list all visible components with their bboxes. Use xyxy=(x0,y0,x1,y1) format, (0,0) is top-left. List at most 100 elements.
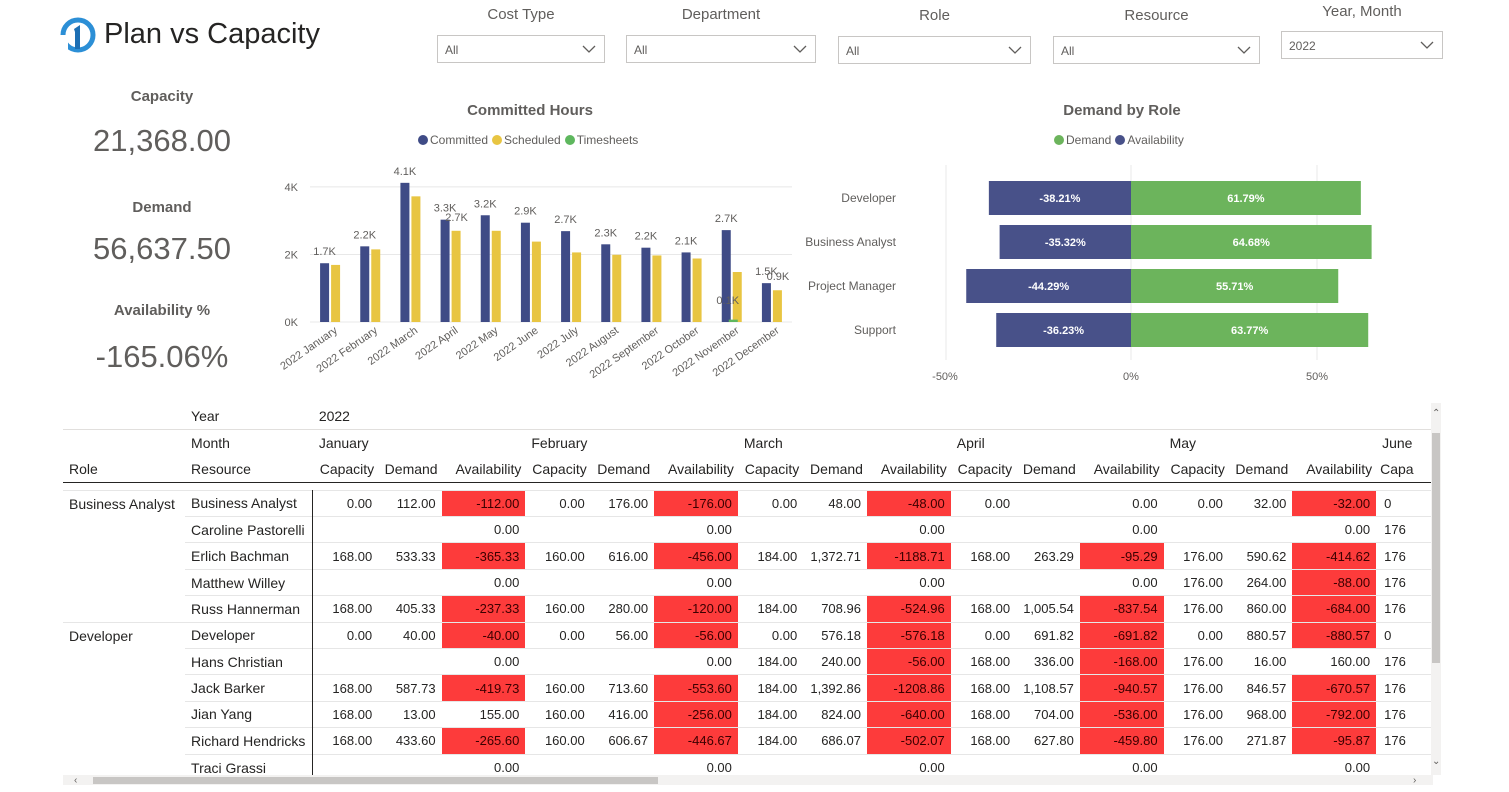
table-row[interactable]: Developer Developer 0.00 40.00 -40.00 0.00 56.… xyxy=(63,621,1433,649)
table-row[interactable]: Richard Hendricks 168.00 433.60 -265.60 160.… xyxy=(63,727,1433,755)
committed-hours-title: Committed Hours xyxy=(467,102,593,119)
availability-cell: 0.00 xyxy=(654,648,738,675)
bar-data-label: 0.1K xyxy=(716,295,739,307)
measure-header[interactable]: Availability xyxy=(1292,455,1377,483)
measure-header[interactable]: Demand xyxy=(803,455,867,483)
table-row[interactable]: Caroline Pastorelli 0.00 0.00 0.00 0.00 0.00 1… xyxy=(63,516,1433,543)
y-tick-label: 0K xyxy=(285,317,299,329)
month-header[interactable]: April xyxy=(956,434,985,451)
committed-hours-legend: Committed Scheduled Timesheets xyxy=(418,133,638,147)
scheduled-bar xyxy=(732,272,742,322)
role-cell xyxy=(63,596,185,622)
demand-cell xyxy=(590,648,655,675)
capacity-cell: 0.00 xyxy=(525,489,591,517)
month-header[interactable]: February xyxy=(531,434,588,451)
capacity-cell: 168.00 xyxy=(312,700,379,728)
availability-cell: 0.00 xyxy=(1079,516,1164,543)
capacity-cell xyxy=(950,516,1017,543)
demand-cell xyxy=(1228,753,1293,775)
chevron-down-icon xyxy=(1237,46,1251,54)
x-tick-label: -50% xyxy=(932,371,958,383)
measure-header[interactable]: Capacity xyxy=(525,455,591,483)
measure-header[interactable]: Availability xyxy=(1079,455,1164,483)
demand-cell: 240.00 xyxy=(803,648,867,675)
table-row[interactable]: Russ Hannerman 168.00 405.33 -237.33 160.00 2… xyxy=(63,595,1433,623)
table-row[interactable]: Traci Grassi 0.00 0.00 0.00 0.00 0.00 xyxy=(63,753,1433,775)
capacity-cell: 176 xyxy=(1376,516,1433,543)
legend-item[interactable]: Scheduled xyxy=(492,133,561,147)
year-month-dropdown[interactable]: 2022 xyxy=(1281,31,1443,59)
measure-header[interactable]: Availability xyxy=(866,455,951,483)
measure-header[interactable]: Demand xyxy=(1016,455,1080,483)
bar-data-label: 2.9K xyxy=(514,206,537,218)
scroll-down-icon[interactable]: ⌄ xyxy=(1432,756,1441,767)
measure-header[interactable]: Capacity xyxy=(1163,455,1229,483)
month-header[interactable]: June xyxy=(1382,434,1413,451)
measure-header[interactable]: Availability xyxy=(654,455,738,483)
slicer-label: Role xyxy=(919,7,950,24)
availability-cell: -792.00 xyxy=(1292,700,1377,728)
measure-header[interactable]: Demand xyxy=(1228,455,1293,483)
bar-data-label: 55.71% xyxy=(1216,281,1254,293)
table-row[interactable]: Matthew Willey 0.00 0.00 0.00 0.00 176.00 264.… xyxy=(63,568,1433,596)
cost-type-dropdown[interactable]: All xyxy=(437,35,605,63)
role-dropdown[interactable]: All xyxy=(838,36,1031,64)
horizontal-scroll-thumb[interactable] xyxy=(93,777,658,784)
legend-item[interactable]: Timesheets xyxy=(564,133,638,147)
table-row[interactable]: Jack Barker 168.00 587.73 -419.73 160.00 713.… xyxy=(63,674,1433,702)
month-header[interactable]: January xyxy=(318,434,369,451)
committed-bar xyxy=(721,230,731,322)
vertical-scroll-thumb[interactable] xyxy=(1432,433,1440,663)
scroll-right-icon[interactable]: › xyxy=(1413,775,1417,786)
role-column-header[interactable]: Role xyxy=(63,455,186,483)
demand-cell xyxy=(803,568,867,596)
table-row[interactable]: Erlich Bachman 168.00 533.33 -365.33 160.00 6… xyxy=(63,542,1433,570)
capacity-cell: 168.00 xyxy=(312,542,379,570)
capacity-cell: 160.00 xyxy=(525,595,591,623)
measure-header[interactable]: Capacity xyxy=(950,455,1017,483)
measure-header[interactable]: Demand xyxy=(590,455,655,483)
capacity-cell: 168.00 xyxy=(950,674,1017,702)
table-row[interactable]: Business Analyst Business Analyst 0.00 112.… xyxy=(63,489,1433,517)
availability-cell: -168.00 xyxy=(1079,648,1164,675)
resource-column-header[interactable]: Resource xyxy=(185,455,313,483)
availability-cell: -40.00 xyxy=(441,621,526,649)
plan-capacity-matrix[interactable]: Year 2022 Month January February March April Ma… xyxy=(63,403,1433,775)
measure-header[interactable]: Demand xyxy=(378,455,442,483)
demand-cell: 40.00 xyxy=(378,621,442,649)
month-header[interactable]: March xyxy=(743,434,783,451)
availability-cell: 160.00 xyxy=(1292,648,1377,675)
measure-header[interactable]: Capa xyxy=(1376,455,1433,483)
measure-header[interactable]: Capacity xyxy=(737,455,804,483)
table-row[interactable]: Hans Christian 0.00 0.00 184.00 240.00 -56.00… xyxy=(63,648,1433,675)
demand-bar xyxy=(1131,225,1372,259)
measure-header[interactable]: Capacity xyxy=(312,455,379,483)
department-dropdown[interactable]: All xyxy=(626,35,816,63)
availability-cell: 0.00 xyxy=(866,568,951,596)
legend-item[interactable]: Availability xyxy=(1115,133,1184,147)
scroll-up-icon[interactable]: ⌃ xyxy=(1432,408,1441,419)
capacity-cell: 168.00 xyxy=(950,700,1017,728)
table-row[interactable]: Jian Yang 168.00 13.00 155.00 160.00 416.00 -2… xyxy=(63,700,1433,728)
month-header[interactable]: May xyxy=(1169,434,1197,451)
resource-cell: Erlich Bachman xyxy=(185,542,314,570)
legend-dot xyxy=(492,135,503,145)
resource-dropdown[interactable]: All xyxy=(1053,36,1260,64)
horizontal-scrollbar[interactable] xyxy=(63,775,1433,785)
capacity-cell: 176 xyxy=(1376,700,1433,728)
capacity-cell: 176.00 xyxy=(1163,648,1229,675)
scroll-left-icon[interactable]: ‹ xyxy=(74,775,78,786)
legend-item[interactable]: Committed xyxy=(418,133,488,147)
legend-item[interactable]: Demand xyxy=(1054,133,1111,147)
resource-cell: Hans Christian xyxy=(185,648,314,675)
demand-cell: 433.60 xyxy=(378,727,442,755)
capacity-cell: 168.00 xyxy=(950,542,1017,570)
resource-cell: Jack Barker xyxy=(185,674,314,702)
demand-cell xyxy=(1228,516,1293,543)
availability-cell: 155.00 xyxy=(441,700,526,728)
slicer-role: Role All xyxy=(838,7,1031,64)
measure-header[interactable]: Availability xyxy=(441,455,526,483)
vertical-scrollbar[interactable] xyxy=(1431,403,1441,775)
